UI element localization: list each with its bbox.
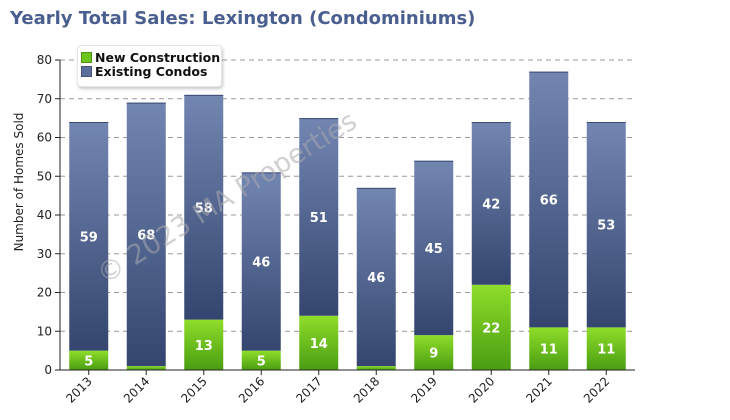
- data-label-existing-2017: 51: [310, 211, 328, 226]
- bar-existing-condos-2013: [69, 122, 109, 351]
- data-label-new-2016: 5: [257, 354, 266, 369]
- bar-existing-condos-2022: [586, 122, 626, 328]
- data-label-new-2022: 11: [597, 343, 615, 358]
- bar-new-construction-2014: [126, 366, 166, 370]
- bar-new-construction-2021: [529, 327, 569, 370]
- bar-existing-condos-2018: [356, 187, 396, 367]
- bar-new-construction-2020: [471, 284, 511, 370]
- legend-label-existing-condos: Existing Condos: [95, 63, 208, 79]
- y-tick-label: 50: [37, 169, 52, 183]
- bar-existing-condos-2014: [126, 102, 166, 367]
- bar-existing-condos-2021: [529, 71, 569, 328]
- x-tick-label: 2016: [236, 374, 267, 405]
- bar-new-construction-2013: [69, 350, 109, 370]
- legend-item-new-construction: New Construction: [81, 49, 221, 65]
- data-label-new-2017: 14: [310, 337, 328, 352]
- x-tick-label: 2019: [408, 374, 439, 405]
- y-axis-label: Number of Homes Sold: [12, 113, 26, 252]
- y-tick-label: 0: [44, 363, 52, 377]
- x-tick-label: 2013: [63, 374, 94, 405]
- x-tick-label: 2014: [121, 374, 152, 405]
- data-label-existing-2021: 66: [540, 194, 558, 209]
- bar-new-construction-2016: [241, 350, 281, 370]
- legend-label-new-construction: New Construction: [95, 49, 221, 65]
- y-tick-label: 20: [37, 286, 52, 300]
- data-label-existing-2015: 58: [195, 201, 213, 216]
- x-tick-label: 2017: [293, 374, 324, 405]
- legend-swatch-existing-condos: [81, 65, 92, 77]
- data-labels: 59 5 68 58 13 46 5 51 14 46 45 9 42 22 66 11 53 11: [80, 194, 616, 370]
- x-tick-label: 2015: [178, 374, 209, 405]
- y-tick-label: 10: [37, 324, 52, 338]
- y-tick-label: 80: [37, 53, 52, 67]
- data-label-existing-2022: 53: [597, 219, 615, 234]
- data-label-existing-2016: 46: [252, 256, 270, 271]
- data-label-existing-2020: 42: [482, 197, 500, 212]
- bar-new-construction-2019: [414, 335, 454, 370]
- x-tick-label: 2018: [351, 374, 382, 405]
- bar-existing-condos-2016: [241, 172, 281, 351]
- data-label-new-2013: 5: [84, 354, 93, 369]
- bar-existing-condos-2015: [184, 94, 224, 320]
- bar-new-construction-2022: [586, 327, 626, 370]
- y-tick-label: 40: [37, 208, 52, 222]
- data-label-new-2015: 13: [195, 339, 213, 354]
- y-tick-label: 70: [37, 92, 52, 106]
- x-tick-label: 2020: [466, 374, 497, 405]
- data-label-existing-2013: 59: [80, 230, 98, 245]
- data-label-existing-2014: 68: [137, 228, 155, 243]
- bar-new-construction-2015: [184, 319, 224, 370]
- x-tick-label: 2022: [581, 374, 612, 405]
- bar-new-construction-2018: [356, 366, 396, 370]
- x-tick-label: 2021: [523, 374, 554, 405]
- data-label-existing-2019: 45: [425, 242, 443, 257]
- y-tick-label: 30: [37, 247, 52, 261]
- chart-title: Yearly Total Sales: Lexington (Condomini…: [10, 8, 476, 29]
- y-tick-label: 60: [37, 131, 52, 145]
- bar-existing-condos-2017: [299, 118, 339, 316]
- data-label-new-2020: 22: [482, 321, 500, 336]
- legend-swatch-new-construction: [81, 51, 92, 63]
- bar-new-construction-2017: [299, 315, 339, 370]
- data-label-existing-2018: 46: [367, 271, 385, 286]
- data-label-new-2021: 11: [540, 343, 558, 358]
- bars: [69, 71, 626, 370]
- legend: New Construction Existing Condos: [77, 45, 222, 87]
- data-label-new-2019: 9: [429, 347, 438, 362]
- bar-existing-condos-2020: [471, 122, 511, 285]
- bar-existing-condos-2019: [414, 160, 454, 336]
- legend-item-existing-condos: Existing Condos: [81, 63, 208, 79]
